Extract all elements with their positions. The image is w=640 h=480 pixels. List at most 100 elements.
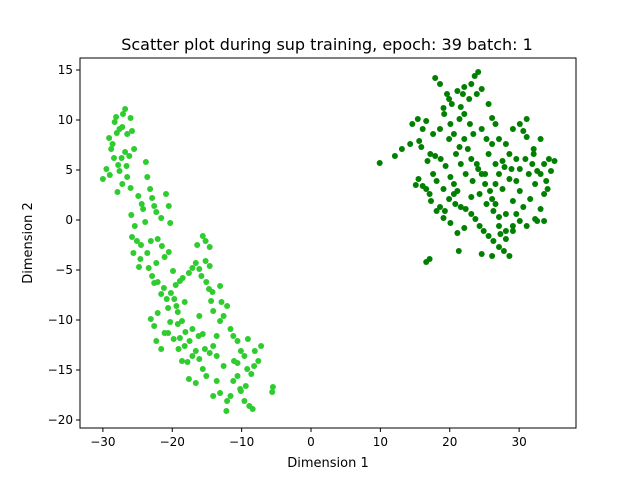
chart-title: Scatter plot during sup training, epoch:… [121, 35, 533, 54]
data-point [138, 201, 145, 207]
y-tick-label: 10 [58, 113, 73, 127]
data-point [137, 256, 144, 262]
data-point [170, 336, 177, 342]
data-point [153, 209, 160, 215]
data-point [210, 308, 217, 314]
data-point [142, 219, 149, 225]
data-point [249, 406, 256, 412]
y-tick-label: 5 [65, 163, 73, 177]
data-point [144, 174, 151, 180]
data-point [154, 236, 161, 242]
data-point [124, 174, 131, 180]
data-point [475, 69, 482, 75]
data-point [202, 238, 209, 244]
data-point [203, 279, 210, 285]
data-point [122, 149, 129, 155]
x-axis-ticks: −30 −20 −10 0 10 20 30 [90, 428, 527, 449]
data-point [133, 238, 140, 244]
data-point [485, 151, 492, 157]
data-point [523, 134, 530, 140]
data-point [473, 91, 480, 97]
data-point [440, 105, 447, 111]
data-point [398, 146, 405, 152]
data-point [545, 156, 552, 162]
x-tick-label: −10 [229, 435, 254, 449]
data-point [516, 121, 523, 127]
data-point [437, 204, 443, 210]
data-point [516, 166, 523, 172]
data-point [227, 326, 234, 332]
data-point [158, 215, 165, 221]
data-point [154, 279, 161, 285]
data-point [160, 285, 167, 291]
data-point [199, 331, 206, 337]
data-point [468, 156, 475, 162]
data-point [453, 151, 459, 157]
data-point [230, 333, 237, 339]
data-point [106, 172, 113, 178]
data-point [492, 121, 499, 127]
x-tick-label: 0 [307, 435, 315, 449]
data-point [502, 211, 509, 217]
data-point [149, 273, 156, 279]
data-point [120, 111, 126, 117]
data-point [230, 378, 237, 384]
data-point [124, 131, 131, 137]
data-point [189, 353, 196, 359]
data-point [544, 186, 551, 192]
data-point [258, 343, 265, 349]
data-point [412, 182, 419, 188]
data-point [171, 296, 178, 302]
data-point [129, 234, 135, 240]
data-points [99, 69, 558, 414]
data-point [234, 373, 241, 379]
data-point [170, 268, 176, 274]
data-point [217, 283, 224, 289]
data-point [111, 119, 118, 125]
data-point [482, 171, 489, 177]
data-point [478, 86, 485, 92]
data-point [208, 298, 215, 304]
data-point [457, 104, 464, 110]
data-point [551, 158, 558, 164]
data-point [196, 313, 203, 319]
data-point [108, 146, 115, 152]
data-point [185, 376, 192, 382]
data-point [496, 223, 502, 229]
data-point [129, 128, 135, 134]
data-point [176, 335, 183, 341]
data-point [140, 206, 147, 212]
data-point [478, 126, 485, 132]
data-point [470, 131, 477, 137]
data-point [179, 275, 186, 281]
data-point [487, 188, 493, 194]
y-tick-label: −5 [55, 263, 73, 277]
data-point [492, 201, 499, 207]
data-point [543, 178, 550, 184]
data-point [99, 176, 106, 182]
plot-area-frame [79, 57, 577, 429]
data-point [446, 196, 453, 202]
data-point [128, 212, 135, 218]
data-point [126, 153, 133, 159]
data-point [492, 161, 499, 167]
data-point [123, 163, 130, 169]
data-point [448, 101, 455, 107]
data-point [508, 166, 515, 172]
data-point [462, 206, 469, 212]
data-point [461, 225, 468, 231]
data-point [490, 208, 497, 214]
data-point [198, 273, 205, 279]
data-point [167, 290, 174, 296]
data-point [192, 260, 199, 266]
data-point [138, 242, 144, 248]
y-tick-label: 15 [58, 63, 73, 77]
data-point [423, 118, 430, 124]
data-point [199, 233, 206, 239]
data-point [444, 91, 450, 97]
data-point [151, 203, 158, 209]
data-point [501, 164, 508, 170]
data-point [242, 383, 249, 389]
data-point [213, 378, 220, 384]
